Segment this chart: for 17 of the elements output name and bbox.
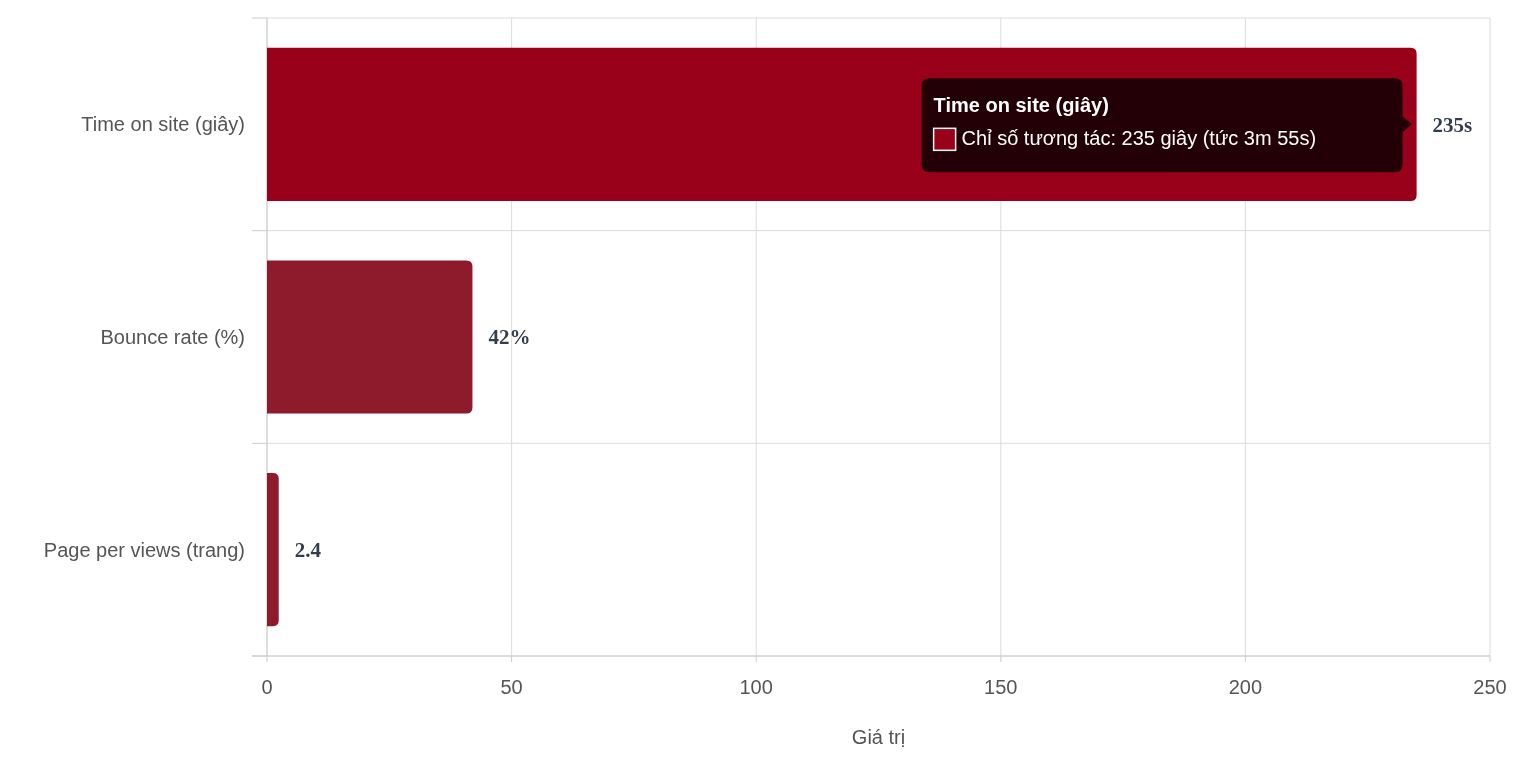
data-label: 42%	[488, 325, 531, 350]
x-tick-label: 200	[1228, 676, 1263, 698]
bar	[267, 260, 473, 414]
x-tick-label: 250	[1473, 676, 1507, 698]
x-tick-label: 150	[984, 676, 1018, 698]
annotation: Time on site (giây)	[933, 94, 1109, 117]
x-tick-label: 0	[261, 676, 273, 698]
data-label: 235s	[1432, 112, 1473, 137]
y-tick-label: Time on site (giây)	[81, 113, 245, 136]
bar	[267, 473, 279, 627]
data-label: 2.4	[294, 538, 322, 563]
x-tick-label: 100	[739, 676, 773, 698]
y-tick-label: Bounce rate (%)	[100, 326, 245, 348]
x-tick-label: 50	[500, 676, 523, 698]
y-tick-label: Page per views (trang)	[43, 538, 245, 561]
annotation: Chỉ số tương tác: 235 giây (tức 3m 55s)	[961, 127, 1317, 150]
x-axis-title: Giá trị	[851, 726, 906, 748]
